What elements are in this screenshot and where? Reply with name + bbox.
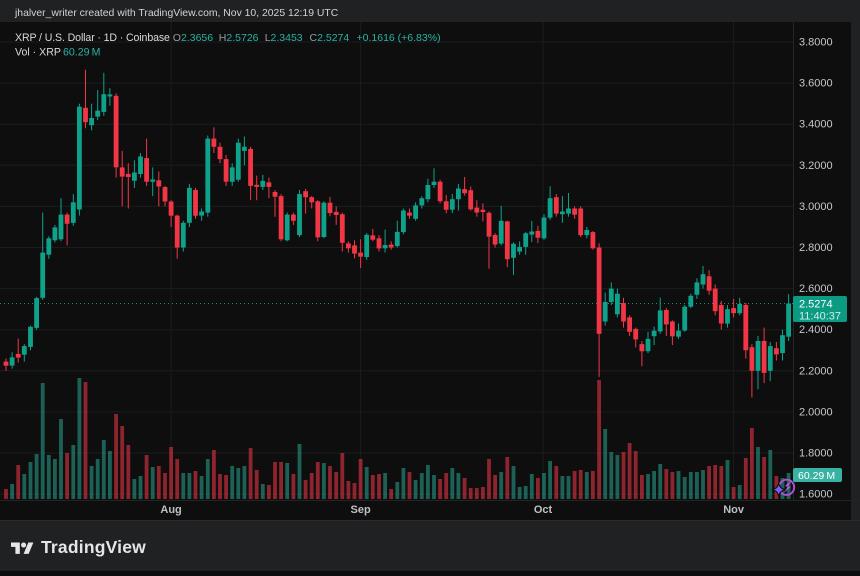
svg-text:jhalver_writer created with Tr: jhalver_writer created with TradingView.… bbox=[14, 8, 339, 19]
svg-text:11:40:37: 11:40:37 bbox=[799, 311, 841, 323]
svg-text:+0.1616 (+6.83%): +0.1616 (+6.83%) bbox=[357, 32, 441, 44]
svg-text:2.5274: 2.5274 bbox=[799, 299, 833, 311]
svg-text:60.29 M: 60.29 M bbox=[63, 47, 100, 59]
svg-text:3.6000: 3.6000 bbox=[799, 78, 833, 90]
svg-text:TradingView: TradingView bbox=[41, 537, 146, 557]
svg-text:3.2000: 3.2000 bbox=[799, 160, 833, 172]
svg-text:L2.3453: L2.3453 bbox=[265, 32, 303, 44]
svg-text:O2.3656: O2.3656 bbox=[173, 32, 213, 44]
svg-text:Oct: Oct bbox=[534, 504, 553, 516]
svg-text:Aug: Aug bbox=[160, 504, 181, 516]
svg-text:Vol · XRP: Vol · XRP bbox=[15, 47, 61, 59]
svg-text:C2.5274: C2.5274 bbox=[310, 32, 350, 44]
svg-text:XRP / U.S. Dollar · 1D · Coinb: XRP / U.S. Dollar · 1D · Coinbase bbox=[15, 32, 170, 44]
svg-text:2.4000: 2.4000 bbox=[799, 324, 833, 336]
svg-text:1.6000: 1.6000 bbox=[799, 489, 833, 501]
svg-text:3.8000: 3.8000 bbox=[799, 37, 833, 49]
svg-text:3.4000: 3.4000 bbox=[799, 119, 833, 131]
svg-text:3.0000: 3.0000 bbox=[799, 201, 833, 213]
svg-text:H2.5726: H2.5726 bbox=[219, 32, 259, 44]
svg-text:2.2000: 2.2000 bbox=[799, 365, 833, 377]
svg-text:Nov: Nov bbox=[723, 504, 745, 516]
svg-text:2.0000: 2.0000 bbox=[799, 406, 833, 418]
svg-text:2.8000: 2.8000 bbox=[799, 242, 833, 254]
svg-text:1.8000: 1.8000 bbox=[799, 448, 833, 460]
svg-text:60.29 M: 60.29 M bbox=[798, 470, 835, 482]
svg-text:Sep: Sep bbox=[351, 504, 371, 516]
svg-text:2.6000: 2.6000 bbox=[799, 283, 833, 295]
